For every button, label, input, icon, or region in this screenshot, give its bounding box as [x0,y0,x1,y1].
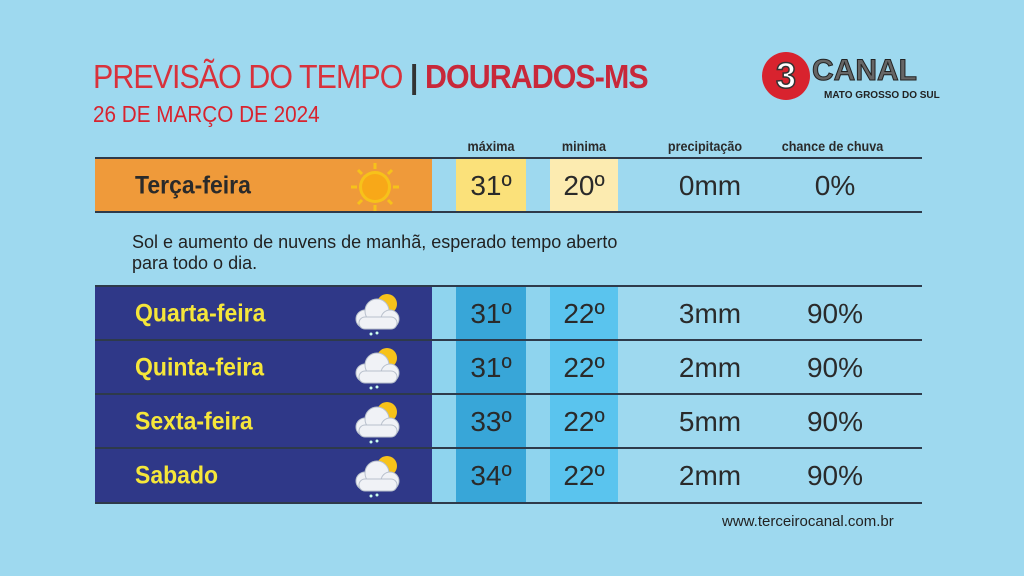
day-cell: Terça-feira [95,159,432,212]
title-separator: | [409,58,419,95]
logo: 3 CANAL MATO GROSSO DO SUL [760,48,950,104]
min-temp: 22º [563,297,605,329]
day-name: Sabado [135,461,219,489]
partly-cloudy-rain-icon [355,456,400,498]
today-row: Terça-feira 31º 20º 0mm 0% [95,159,922,212]
day-cell: Sexta-feira [95,395,432,448]
max-temp: 33º [470,405,512,437]
forecast-row: Quarta-feira 31º 22º 3mm 90% [95,287,922,340]
logo-number: 3 [776,55,796,96]
max-temp: 31º [456,159,526,212]
header-max: máxima [467,138,515,154]
city-name: DOURADOS-MS [425,58,649,95]
forecast-row: Sexta-feira 33º 22º 5mm 90% [95,395,922,448]
header-precip: precipitação [667,138,743,154]
precipitation: 0mm [678,169,742,201]
title-text: PREVISÃO DO TEMPO [93,58,403,95]
max-temp: 34º [470,459,512,491]
precipitation: 5mm [678,405,742,437]
day-name: Sexta-feira [135,407,253,435]
day-cell: Quinta-feira [95,341,432,394]
divider [95,393,922,395]
rain-chance: 90% [806,351,864,383]
precipitation: 3mm [678,297,742,329]
forecast-row: Quinta-feira 31º 22º 2mm 90% [95,341,922,394]
max-temp: 31º [470,297,512,329]
max-temp: 31º [470,351,512,383]
divider [95,285,922,287]
day-cell: Sabado [95,449,432,502]
forecast-description: Sol e aumento de nuvens de manhã, espera… [132,232,618,273]
divider [95,211,922,213]
day-cell: Quarta-feira [95,287,432,340]
partly-cloudy-rain-icon [355,402,400,444]
divider [95,447,922,449]
rain-chance: 0% [814,169,856,201]
header-chance: chance de chuva [781,138,884,154]
rain-chance: 90% [806,297,864,329]
rain-chance: 90% [806,405,864,437]
sun-icon [351,163,399,211]
divider [95,502,922,504]
forecast-date: 26 DE MARÇO DE 2024 [93,101,320,127]
rain-chance: 90% [806,459,864,491]
page-title: PREVISÃO DO TEMPO | DOURADOS-MS [93,58,649,96]
header-min: minima [561,138,607,154]
min-temp: 22º [563,351,605,383]
day-name: Quinta-feira [135,353,265,381]
forecast-row: Sabado 34º 22º 2mm 90% [95,449,922,502]
day-name: Quarta-feira [135,299,266,327]
min-temp: 22º [563,405,605,437]
logo-subtitle: MATO GROSSO DO SUL [824,90,940,101]
min-temp: 20º [550,159,618,212]
divider [95,157,922,159]
website-url: www.terceirocanal.com.br [722,513,894,530]
partly-cloudy-rain-icon [355,348,400,390]
precipitation: 2mm [678,351,742,383]
precipitation: 2mm [678,459,742,491]
logo-name: CANAL [812,54,917,87]
day-name: Terça-feira [135,171,251,199]
min-temp: 22º [563,459,605,491]
divider [95,339,922,341]
partly-cloudy-rain-icon [355,294,400,336]
